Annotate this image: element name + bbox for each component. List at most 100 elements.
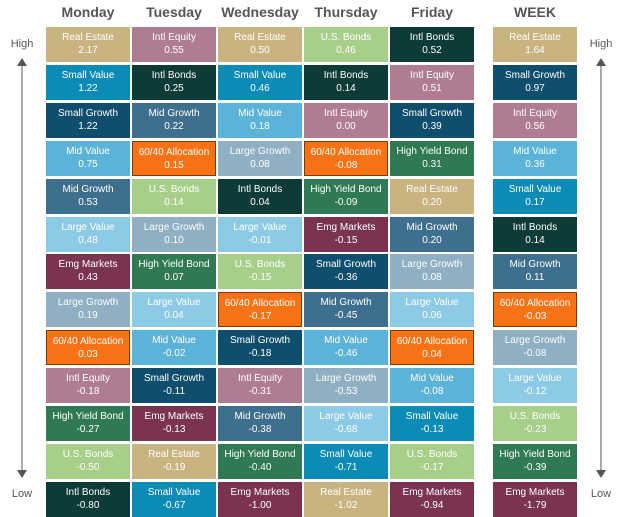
asset-class-label: Intl Equity [66,373,110,385]
quilt-cell: Small Growth -0.11 [132,368,216,404]
asset-class-label: Small Value [405,411,459,422]
asset-class-label: U.S. Bonds [148,183,200,195]
asset-class-label: Mid Value [410,373,454,385]
quilt-cell: Mid Value -0.46 [304,330,388,366]
quilt-cell: Intl Bonds -0.80 [46,481,130,517]
return-value: 0.14 [336,82,356,94]
return-value: 0.17 [525,196,545,208]
return-value: 0.04 [250,196,270,208]
return-value: 0.15 [164,159,184,171]
quilt-cell: Mid Growth 0.53 [46,178,130,214]
asset-class-label: 60/40 Allocation [138,146,210,158]
quilt-cell: U.S. Bonds -0.15 [218,254,302,290]
return-value: 0.39 [422,120,442,132]
return-value: 0.08 [422,272,442,284]
quilt-cell: 60/40 Allocation 0.04 [390,330,474,366]
return-value: -0.67 [162,499,186,511]
return-value: -0.19 [162,461,186,473]
asset-class-label: Large Value [508,373,562,385]
quilt-cell: Small Growth 1.22 [46,102,130,138]
return-value: -0.01 [248,234,272,246]
asset-class-label: Small Growth [504,69,565,81]
asset-class-label: Large Growth [315,373,377,385]
column-header-thursday: Thursday [314,4,378,20]
asset-class-label: Small Value [233,69,287,81]
quilt-cell: Mid Growth 0.11 [493,254,577,290]
asset-class-label: Mid Growth [62,183,114,195]
return-value: 0.48 [78,234,98,246]
asset-class-label: High Yield Bond [499,448,571,460]
quilt-cell: Real Estate -1.02 [304,481,388,517]
quilt-cell: Large Value -0.01 [218,216,302,252]
return-value: 0.52 [422,45,442,56]
asset-class-label: High Yield Bond [52,411,124,422]
asset-class-label: 60/40 Allocation [224,298,296,310]
quilt-cell: Mid Growth 0.22 [132,102,216,138]
asset-class-label: Large Growth [229,145,291,157]
asset-class-label: Emg Markets [316,221,376,233]
column-header-tuesday: Tuesday [146,4,202,20]
asset-class-label: Large Growth [143,221,205,233]
return-value: -0.17 [248,311,272,323]
asset-class-label: Mid Growth [320,297,372,309]
return-value: -0.02 [162,348,186,360]
asset-class-label: Large Value [319,411,373,422]
quilt-cell: High Yield Bond -0.09 [304,178,388,214]
quilt-cell: Emg Markets -0.15 [304,216,388,252]
asset-class-label: Small Value [147,486,201,498]
quilt-cell: Mid Value 0.75 [46,140,130,176]
quilt-cell: Large Value -0.68 [304,406,388,441]
asset-class-label: Intl Bonds [512,221,558,233]
asset-class-label: 60/40 Allocation [499,298,571,310]
asset-class-label: Small Growth [401,107,462,119]
return-value: -0.39 [523,461,547,473]
rank-arrow-right-icon [596,58,606,478]
return-value: 1.22 [78,120,98,132]
return-value: 0.04 [164,310,184,322]
quilt-cell: Emg Markets -1.79 [493,481,577,517]
asset-class-label: High Yield Bond [310,183,382,195]
return-value: 0.43 [78,272,98,284]
quilt-cell: U.S. Bonds -0.50 [46,443,130,479]
return-value: -0.45 [334,310,358,322]
quilt-cell: Large Growth 0.08 [390,254,474,290]
asset-class-label: Emg Markets [144,411,204,422]
quilt-cell: Small Growth -0.36 [304,254,388,290]
quilt-cell: Mid Growth -0.45 [304,292,388,328]
asset-class-label: Large Growth [57,297,119,309]
return-value: 0.46 [250,82,270,94]
return-value: -0.11 [162,386,186,398]
return-value: -0.38 [248,424,272,435]
quilt-cell: High Yield Bond -0.39 [493,443,577,479]
asset-class-label: Real Estate [320,486,372,498]
return-value: 0.03 [78,349,98,361]
quilt-cell: Mid Growth 0.20 [390,216,474,252]
return-value: -0.15 [248,272,272,284]
return-value: 0.36 [525,158,545,170]
quilt-cell: Large Growth 0.19 [46,292,130,328]
quilt-cell: Emg Markets -0.94 [390,481,474,517]
quilt-cell: Small Value 0.46 [218,64,302,100]
return-value: 0.22 [164,120,184,132]
quilt-cell: Large Value 0.04 [132,292,216,328]
quilt-cell: Large Growth 0.08 [218,140,302,176]
asset-class-label: Intl Equity [410,69,454,81]
quilt-cell: 60/40 Allocation -0.17 [218,292,302,328]
asset-class-label: U.S. Bonds [406,448,458,460]
quilt-cell: Intl Equity 0.00 [304,102,388,138]
return-value: -0.27 [76,424,100,435]
asset-class-label: Real Estate [148,448,200,460]
asset-class-label: Intl Equity [238,373,282,385]
return-value: 0.06 [422,310,442,322]
return-value: -1.00 [248,499,272,511]
quilt-cell: Intl Bonds 0.52 [390,27,474,62]
quilt-cell: Intl Equity -0.18 [46,368,130,404]
return-value: 0.51 [422,82,442,94]
asset-class-label: Large Growth [504,335,566,347]
return-value: 0.14 [164,196,184,208]
return-value: 0.53 [78,196,98,208]
return-value: -0.18 [76,386,100,398]
asset-class-label: Mid Growth [148,107,200,119]
return-value: -0.31 [248,386,272,398]
quilt-cell: 60/40 Allocation -0.03 [493,292,577,328]
